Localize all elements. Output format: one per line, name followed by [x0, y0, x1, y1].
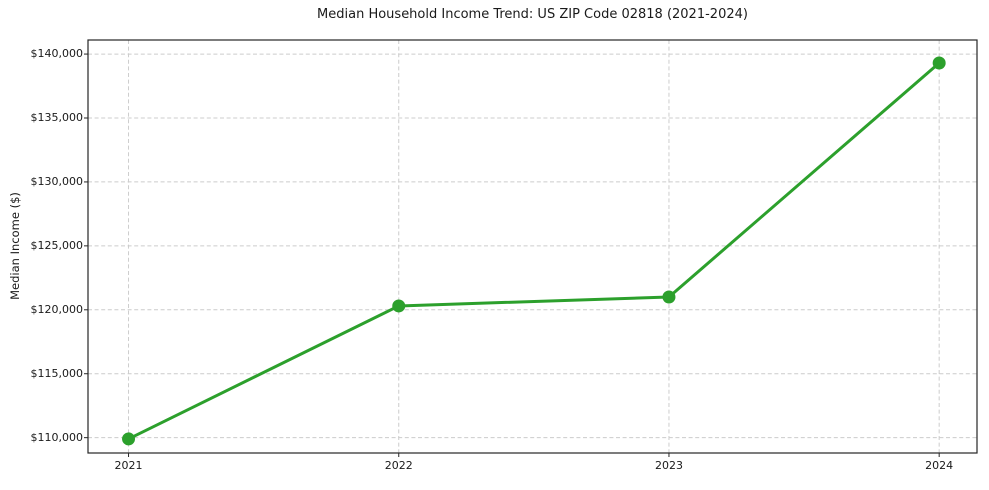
y-tick-label: $110,000 [30, 430, 84, 444]
x-tick-label: 2022 [384, 459, 413, 472]
data-point-2024 [932, 56, 946, 70]
plot-border [87, 39, 978, 454]
data-point-2021 [122, 432, 136, 446]
y-tick-label: $140,000 [30, 47, 84, 61]
y-tick-label: $115,000 [30, 366, 84, 380]
x-tick-label: 2024 [925, 459, 954, 472]
y-tick-label: $120,000 [30, 302, 84, 316]
y-tick-label: $130,000 [30, 174, 84, 188]
chart-title: Median Household Income Trend: US ZIP Co… [317, 7, 748, 22]
y-tick-label: $135,000 [30, 110, 84, 124]
data-point-2022 [392, 299, 406, 313]
income-trend-line [127, 61, 941, 441]
x-tick-label: 2021 [114, 459, 143, 472]
x-tick-label: 2023 [654, 459, 683, 472]
y-tick-label: $125,000 [30, 238, 84, 252]
data-point-2023 [662, 290, 676, 304]
